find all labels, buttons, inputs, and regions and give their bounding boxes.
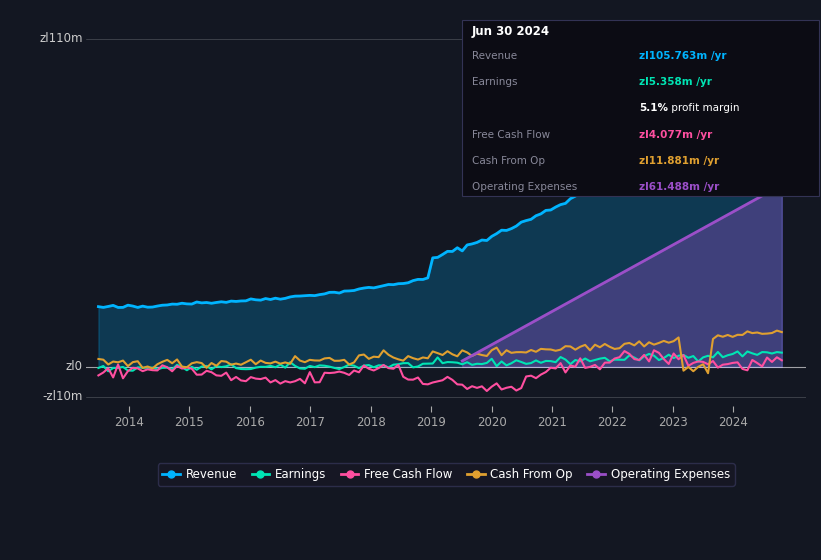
Text: zl0: zl0 (66, 361, 83, 374)
Text: Operating Expenses: Operating Expenses (472, 183, 577, 193)
Text: Revenue: Revenue (472, 51, 517, 61)
Text: zl11.881m /yr: zl11.881m /yr (639, 156, 719, 166)
Text: Earnings: Earnings (472, 77, 517, 87)
Text: zl61.488m /yr: zl61.488m /yr (639, 183, 719, 193)
Text: 5.1%: 5.1% (639, 104, 667, 114)
Text: profit margin: profit margin (668, 104, 740, 114)
Text: zl105.763m /yr: zl105.763m /yr (639, 51, 727, 61)
Text: zl5.358m /yr: zl5.358m /yr (639, 77, 712, 87)
Text: -zl10m: -zl10m (43, 390, 83, 403)
Text: Jun 30 2024: Jun 30 2024 (472, 25, 550, 38)
Text: zl110m: zl110m (39, 32, 83, 45)
Text: Cash From Op: Cash From Op (472, 156, 545, 166)
Text: zl4.077m /yr: zl4.077m /yr (639, 130, 712, 140)
Legend: Revenue, Earnings, Free Cash Flow, Cash From Op, Operating Expenses: Revenue, Earnings, Free Cash Flow, Cash … (158, 463, 735, 486)
Text: Free Cash Flow: Free Cash Flow (472, 130, 550, 140)
